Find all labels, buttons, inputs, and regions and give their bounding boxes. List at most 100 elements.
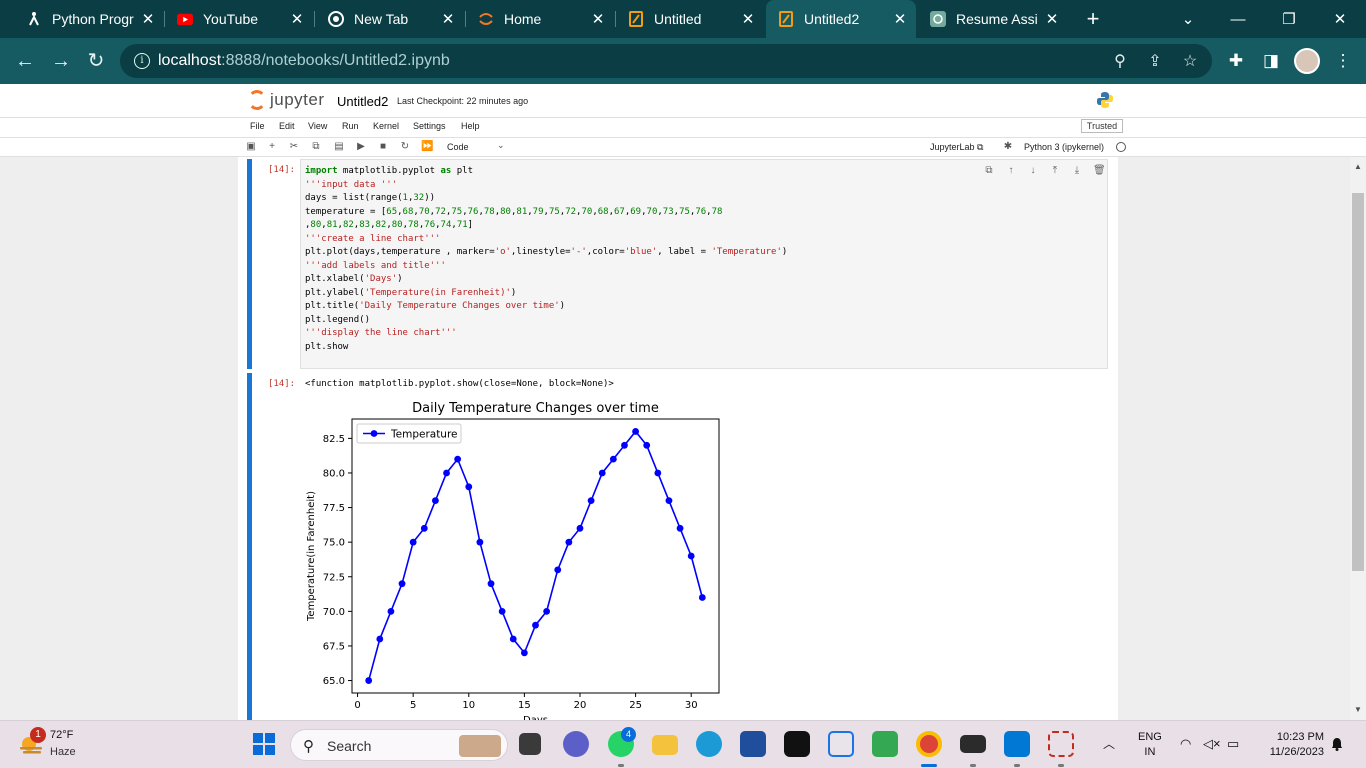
output-collapser[interactable]: [247, 373, 252, 720]
side-panel-icon[interactable]: ◨: [1262, 51, 1280, 70]
vscode-icon[interactable]: [1004, 731, 1030, 757]
interrupt-icon[interactable]: ■: [379, 141, 387, 152]
back-button[interactable]: ←: [15, 50, 35, 72]
tab-label: YouTube: [203, 11, 259, 27]
chrome-icon[interactable]: [916, 731, 942, 757]
input-language[interactable]: ENG IN: [1138, 731, 1162, 758]
scrollbar-thumb[interactable]: [1352, 193, 1364, 571]
chevron-down-icon[interactable]: ⌄: [497, 140, 505, 150]
menu-file[interactable]: File: [250, 121, 265, 131]
copy-icon[interactable]: ⧉: [312, 141, 320, 152]
tab-resume-assistant[interactable]: Resume Assi ✕: [918, 0, 1068, 38]
battery-icon[interactable]: ▭: [1227, 736, 1240, 751]
data-point: [365, 677, 373, 684]
code-editor[interactable]: [300, 159, 1108, 369]
menu-kernel[interactable]: Kernel: [373, 121, 400, 131]
close-icon[interactable]: ✕: [741, 11, 755, 28]
scroll-down-arrow[interactable]: ▼: [1354, 705, 1362, 714]
trusted-indicator[interactable]: Trusted: [1081, 119, 1123, 133]
restore-button[interactable]: ❐: [1282, 11, 1296, 28]
zoom-icon[interactable]: ⚲: [1114, 53, 1126, 70]
jupyter-menu-bar: File Edit View Run Kernel Settings Help …: [0, 118, 1366, 136]
cut-icon[interactable]: ✂: [289, 141, 299, 152]
move-up-icon[interactable]: ↑: [1008, 165, 1014, 176]
paste-icon[interactable]: ▤: [334, 141, 344, 152]
scroll-up-arrow[interactable]: ▲: [1354, 162, 1362, 171]
reload-button[interactable]: ↻: [87, 50, 105, 72]
jupyter-logo[interactable]: jupyter: [248, 90, 325, 110]
move-down-icon[interactable]: ↓: [1030, 165, 1036, 176]
close-window-button[interactable]: ✕: [1333, 11, 1347, 28]
taskbar-search[interactable]: ⚲ Search: [290, 729, 508, 761]
notebook-title[interactable]: Untitled2: [337, 94, 389, 109]
data-point: [543, 607, 551, 615]
input-prompt: [14]:: [268, 165, 296, 175]
minimize-button[interactable]: —: [1230, 10, 1246, 28]
share-icon[interactable]: ⇪: [1148, 53, 1162, 70]
new-tab-button[interactable]: +: [1086, 6, 1100, 31]
paint-icon[interactable]: [1048, 731, 1074, 757]
jupyterlab-link[interactable]: JupyterLab ⧉: [930, 142, 984, 152]
tab-python-programming[interactable]: Python Progr ✕: [14, 0, 164, 38]
menu-edit[interactable]: Edit: [279, 121, 295, 131]
tab-new-tab[interactable]: New Tab ✕: [316, 0, 464, 38]
close-icon[interactable]: ✕: [591, 11, 605, 28]
google-meet-icon[interactable]: [872, 731, 898, 757]
input-collapser[interactable]: [247, 159, 252, 369]
forward-button[interactable]: →: [51, 50, 71, 72]
tab-home[interactable]: Home ✕: [466, 0, 614, 38]
menu-help[interactable]: Help: [461, 121, 480, 131]
menu-run[interactable]: Run: [342, 121, 359, 131]
snipping-tool-icon[interactable]: [828, 731, 854, 757]
tab-untitled2[interactable]: Untitled2 ✕: [766, 0, 916, 38]
terminal-icon[interactable]: [960, 735, 986, 753]
close-icon[interactable]: ✕: [1045, 11, 1059, 28]
code-content[interactable]: import matplotlib.pyplot as plt '''input…: [305, 166, 788, 352]
notification-bell-icon[interactable]: [1331, 737, 1343, 751]
tab-untitled[interactable]: Untitled ✕: [616, 0, 764, 38]
weather-temperature[interactable]: 72°F: [50, 729, 74, 741]
close-icon[interactable]: ✕: [141, 11, 155, 28]
system-clock[interactable]: 10:23 PM 11/26/2023: [1269, 731, 1324, 758]
tab-search-chevron-icon[interactable]: ⌄: [1181, 11, 1195, 28]
cell-type-select[interactable]: Code: [447, 142, 469, 152]
save-icon[interactable]: ▣: [246, 141, 256, 152]
data-point: [576, 524, 584, 532]
restart-icon[interactable]: ↻: [400, 141, 410, 152]
tab-youtube[interactable]: YouTube ✕: [165, 0, 313, 38]
delete-cell-icon[interactable]: 🗑: [1093, 165, 1106, 176]
wifi-icon[interactable]: ◠: [1180, 736, 1192, 751]
microsoft-store-icon[interactable]: [740, 731, 766, 757]
site-info-icon[interactable]: i: [134, 53, 150, 69]
data-point: [487, 580, 495, 588]
close-icon[interactable]: ✕: [290, 11, 304, 28]
menu-view[interactable]: View: [308, 121, 328, 131]
weather-description[interactable]: Haze: [50, 746, 76, 758]
output-text: <function matplotlib.pyplot.show(close=N…: [305, 379, 614, 389]
duplicate-cell-icon[interactable]: ⧉: [985, 165, 993, 176]
profile-avatar[interactable]: [1294, 48, 1320, 74]
close-icon[interactable]: ✕: [893, 11, 907, 28]
bookmark-star-icon[interactable]: ☆: [1182, 53, 1198, 70]
close-icon[interactable]: ✕: [441, 11, 455, 28]
restart-run-all-icon[interactable]: ⏩: [421, 141, 434, 152]
task-view-icon[interactable]: [519, 733, 541, 755]
teams-chat-icon[interactable]: [563, 731, 589, 757]
address-input[interactable]: i localhost:8888/notebooks/Untitled2.ipy…: [120, 44, 1212, 78]
edge-icon[interactable]: [696, 731, 722, 757]
insert-below-icon[interactable]: ⤓: [1074, 165, 1080, 176]
github-icon[interactable]: [784, 731, 810, 757]
kernel-name[interactable]: Python 3 (ipykernel): [1024, 142, 1105, 152]
data-point: [565, 538, 573, 546]
extensions-icon[interactable]: ✚: [1228, 51, 1244, 70]
more-menu-icon[interactable]: ⋮: [1334, 51, 1352, 70]
volume-muted-icon[interactable]: ◁×: [1203, 736, 1221, 751]
insert-cell-icon[interactable]: +: [269, 141, 275, 152]
windows-start-icon[interactable]: [253, 733, 275, 755]
file-explorer-icon[interactable]: [652, 735, 678, 755]
gear-icon[interactable]: ✱: [1003, 141, 1013, 152]
show-hidden-icons-chevron-up-icon[interactable]: ︿: [1103, 737, 1116, 751]
run-icon[interactable]: ▶: [357, 141, 365, 152]
insert-above-icon[interactable]: ⤒: [1052, 165, 1058, 176]
menu-settings[interactable]: Settings: [413, 121, 446, 131]
